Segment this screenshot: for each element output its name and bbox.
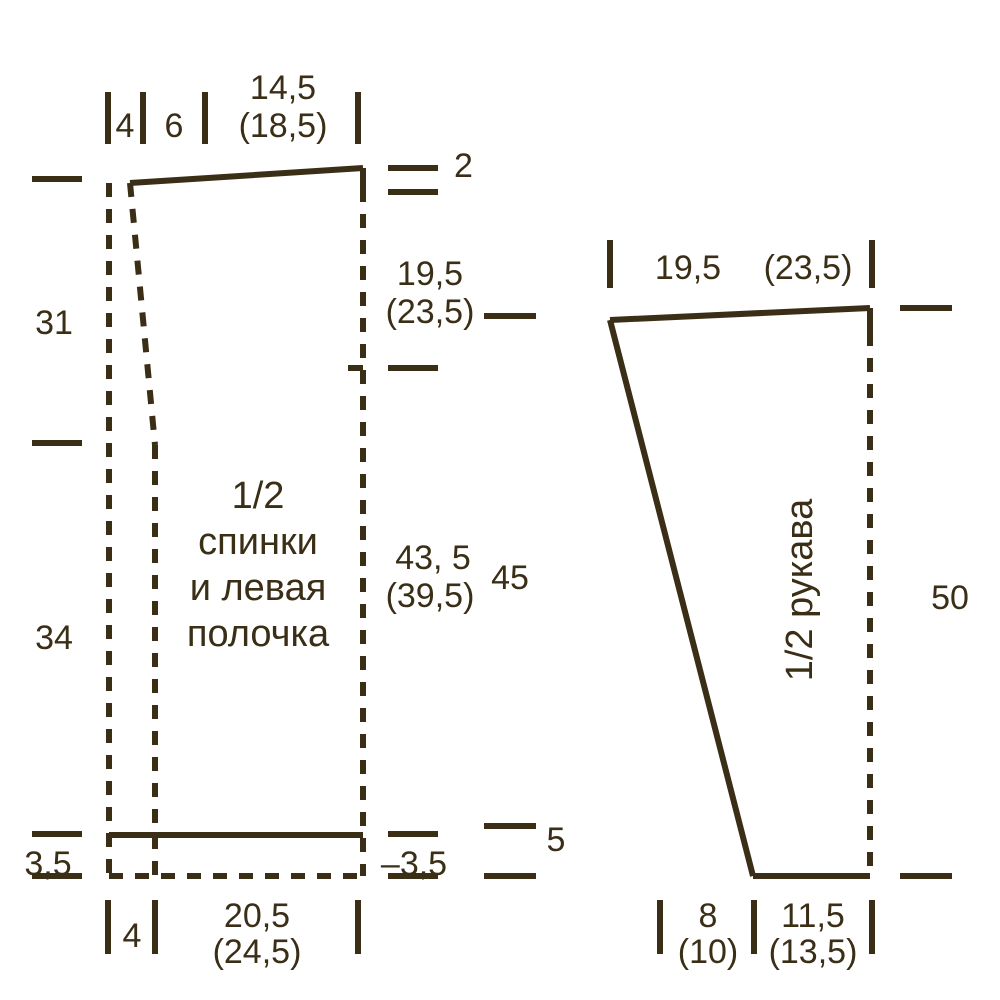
body-top-edge <box>130 168 363 183</box>
svg-text:34: 34 <box>35 619 73 657</box>
svg-text:(23,5): (23,5) <box>386 293 475 331</box>
svg-text:(10): (10) <box>678 933 738 971</box>
svg-text:50: 50 <box>931 579 969 617</box>
svg-text:45: 45 <box>491 559 529 597</box>
svg-text:19,5: 19,5 <box>397 255 463 293</box>
svg-text:31: 31 <box>35 304 73 342</box>
svg-text:4: 4 <box>123 917 142 955</box>
svg-text:(13,5): (13,5) <box>769 933 858 971</box>
svg-text:6: 6 <box>165 107 184 145</box>
svg-text:(39,5): (39,5) <box>386 577 475 615</box>
svg-text:–3,5: –3,5 <box>381 845 447 883</box>
svg-text:4: 4 <box>116 107 135 145</box>
svg-text:(23,5): (23,5) <box>764 249 853 287</box>
svg-text:19,5: 19,5 <box>655 249 721 287</box>
svg-text:спинки: спинки <box>198 521 318 563</box>
svg-text:2: 2 <box>454 147 473 185</box>
svg-text:3,5: 3,5 <box>24 845 71 883</box>
svg-text:5: 5 <box>547 821 566 859</box>
pattern-diagram: 4614,5(18,5)31343,5219,5(23,5)43, 5(39,5… <box>0 0 1000 1000</box>
svg-text:20,5: 20,5 <box>224 897 290 935</box>
body-title: 1/2 <box>232 475 285 517</box>
sleeve-title: 1/2 рукава <box>779 498 821 681</box>
svg-text:(18,5): (18,5) <box>239 107 328 145</box>
svg-text:и левая: и левая <box>190 567 327 609</box>
svg-text:11,5: 11,5 <box>781 897 845 935</box>
svg-text:14,5: 14,5 <box>250 69 316 107</box>
svg-text:полочка: полочка <box>187 613 330 655</box>
sleeve-top-edge <box>610 308 870 320</box>
svg-text:(24,5): (24,5) <box>213 933 302 971</box>
svg-text:43, 5: 43, 5 <box>395 539 471 577</box>
svg-text:8: 8 <box>699 897 718 935</box>
